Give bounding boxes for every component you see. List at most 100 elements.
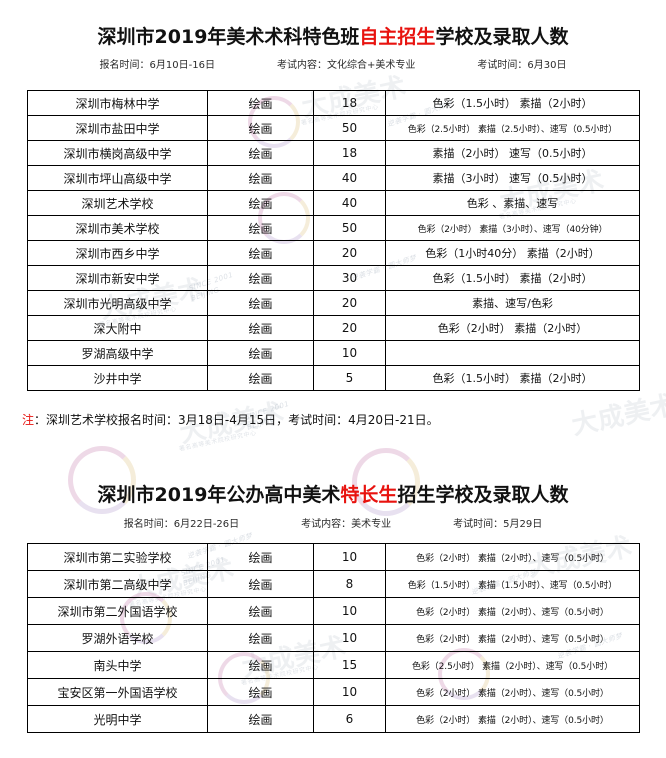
- cell-school-name: 深圳市第二外国语学校: [27, 597, 208, 625]
- exam-content: 考试内容：美术专业: [301, 518, 392, 530]
- cell-exam-subjects: 色彩（2小时） 素描（2小时）、速写（0.5小时）: [385, 678, 640, 706]
- table-body-2: 深圳市第二实验学校 绘画 10 色彩（2小时） 素描（2小时）、速写（0.5小时） 深圳…: [27, 543, 640, 733]
- cell-enrollment-count: 50: [313, 215, 386, 241]
- cell-enrollment-count: 20: [313, 290, 386, 316]
- cell-major: 绘画: [207, 340, 314, 366]
- cell-major: 绘画: [207, 705, 314, 733]
- table-row: 深大附中 绘画 20 色彩（2小时） 素描（2小时）: [27, 315, 640, 341]
- cell-major: 绘画: [207, 543, 314, 571]
- cell-school-name: 深圳市新安中学: [27, 265, 208, 291]
- cell-enrollment-count: 15: [313, 651, 386, 679]
- cell-major: 绘画: [207, 290, 314, 316]
- cell-major: 绘画: [207, 165, 314, 191]
- cell-enrollment-count: 50: [313, 115, 386, 141]
- cell-enrollment-count: 20: [313, 315, 386, 341]
- cell-school-name: 深圳市光明高级中学: [27, 290, 208, 316]
- cell-exam-subjects: 色彩（2小时） 素描（2小时）、速写（0.5小时）: [385, 624, 640, 652]
- cell-major: 绘画: [207, 678, 314, 706]
- cell-exam-subjects: 色彩（1.5小时） 素描（1.5小时）、速写（0.5小时）: [385, 570, 640, 598]
- watermark-sub: 著名高等美术院校研究中心: [178, 429, 258, 453]
- title-prefix: 深圳市2019年美术术科特色班: [97, 26, 360, 48]
- table-row: 深圳市第二外国语学校 绘画 10 色彩（2小时） 素描（2小时）、速写（0.5小时）: [27, 597, 640, 625]
- cell-school-name: 深圳艺术学校: [27, 190, 208, 216]
- title-prefix: 深圳市2019年公办高中美术: [97, 484, 341, 506]
- table-row: 光明中学 绘画 6 色彩（2小时） 素描（2小时）、速写（0.5小时）: [27, 705, 640, 733]
- cell-exam-subjects: 色彩（2小时） 素描（3小时）、速写（40分钟）: [385, 215, 640, 241]
- cell-major: 绘画: [207, 240, 314, 266]
- cell-major: 绘画: [207, 624, 314, 652]
- cell-major: 绘画: [207, 651, 314, 679]
- cell-major: 绘画: [207, 215, 314, 241]
- table-talent-student: 深圳市第二实验学校 绘画 10 色彩（2小时） 素描（2小时）、速写（0.5小时） 深圳…: [27, 543, 640, 733]
- cell-enrollment-count: 40: [313, 165, 386, 191]
- table-row: 深圳市西乡中学 绘画 20 色彩（1小时40分） 素描（2小时）: [27, 240, 640, 266]
- cell-school-name: 沙井中学: [27, 365, 208, 391]
- cell-exam-subjects: 素描（2小时） 速写（0.5小时）: [385, 140, 640, 166]
- cell-enrollment-count: 10: [313, 597, 386, 625]
- page-title-1: 深圳市2019年美术术科特色班自主招生学校及录取人数: [0, 26, 666, 49]
- table-row: 深圳市美术学校 绘画 50 色彩（2小时） 素描（3小时）、速写（40分钟）: [27, 215, 640, 241]
- cell-school-name: 深大附中: [27, 315, 208, 341]
- cell-enrollment-count: 10: [313, 678, 386, 706]
- table-row: 沙井中学 绘画 5 色彩（1.5小时） 素描（2小时）: [27, 365, 640, 391]
- signup-time: 报名时间：6月22日-26日: [123, 518, 240, 530]
- cell-exam-subjects: 色彩（2小时） 素描（2小时）、速写（0.5小时）: [385, 543, 640, 571]
- table-row: 深圳市新安中学 绘画 30 色彩（1.5小时） 素描（2小时）: [27, 265, 640, 291]
- cell-enrollment-count: 10: [313, 340, 386, 366]
- table-row: 深圳艺术学校 绘画 40 色彩 、素描、速写: [27, 190, 640, 216]
- title-highlight: 特长生: [340, 484, 398, 506]
- cell-major: 绘画: [207, 140, 314, 166]
- table-row: 深圳市盐田中学 绘画 50 色彩（2.5小时） 素描（2.5小时）、速写（0.5小时）: [27, 115, 640, 141]
- cell-exam-subjects: 色彩（1小时40分） 素描（2小时）: [385, 240, 640, 266]
- cell-school-name: 深圳市第二实验学校: [27, 543, 208, 571]
- cell-school-name: 光明中学: [27, 705, 208, 733]
- cell-exam-subjects: 色彩（2小时） 素描（2小时）、速写（0.5小时）: [385, 597, 640, 625]
- cell-school-name: 罗湖高级中学: [27, 340, 208, 366]
- note-marker: 注: [22, 413, 35, 427]
- cell-school-name: 南头中学: [27, 651, 208, 679]
- cell-enrollment-count: 18: [313, 90, 386, 116]
- exam-content: 考试内容：文化综合+美术专业: [276, 59, 416, 71]
- table-row: 罗湖高级中学 绘画 10: [27, 340, 640, 366]
- meta-row-1: 报名时间：6月10日-16日 考试内容：文化综合+美术专业 考试时间：6月30日: [0, 59, 666, 71]
- table-row: 深圳市光明高级中学 绘画 20 素描、速写/色彩: [27, 290, 640, 316]
- table-row: 深圳市横岗高级中学 绘画 18 素描（2小时） 速写（0.5小时）: [27, 140, 640, 166]
- cell-exam-subjects: 色彩（2小时） 素描（2小时）、速写（0.5小时）: [385, 705, 640, 733]
- title-suffix: 学校及录取人数: [435, 26, 569, 48]
- cell-exam-subjects: 色彩 、素描、速写: [385, 190, 640, 216]
- title-highlight: 自主招生: [359, 26, 436, 48]
- table-row: 深圳市坪山高级中学 绘画 40 素描（3小时） 速写（0.5小时）: [27, 165, 640, 191]
- cell-school-name: 深圳市横岗高级中学: [27, 140, 208, 166]
- cell-enrollment-count: 30: [313, 265, 386, 291]
- table-row: 宝安区第一外国语学校 绘画 10 色彩（2小时） 素描（2小时）、速写（0.5小时）: [27, 678, 640, 706]
- cell-exam-subjects: 色彩（2小时） 素描（2小时）: [385, 315, 640, 341]
- cell-school-name: 深圳市坪山高级中学: [27, 165, 208, 191]
- cell-enrollment-count: 6: [313, 705, 386, 733]
- cell-school-name: 深圳市梅林中学: [27, 90, 208, 116]
- cell-major: 绘画: [207, 265, 314, 291]
- exam-time: 考试时间：6月30日: [477, 59, 567, 71]
- table-body-1: 深圳市梅林中学 绘画 18 色彩（1.5小时） 素描（2小时） 深圳市盐田中学 绘画 50 色…: [27, 90, 640, 391]
- exam-time: 考试时间：5月29日: [453, 518, 543, 530]
- cell-school-name: 深圳市美术学校: [27, 215, 208, 241]
- cell-exam-subjects: 色彩（1.5小时） 素描（2小时）: [385, 365, 640, 391]
- page-title-2: 深圳市2019年公办高中美术特长生招生学校及录取人数: [0, 484, 666, 507]
- cell-major: 绘画: [207, 115, 314, 141]
- watermark-brand: 大成美术: [569, 389, 666, 442]
- cell-school-name: 深圳市第二高级中学: [27, 570, 208, 598]
- cell-school-name: 宝安区第一外国语学校: [27, 678, 208, 706]
- note-line: 注：深圳艺术学校报名时间：3月18日-4月15日，考试时间：4月20日-21日。: [22, 411, 439, 428]
- cell-major: 绘画: [207, 315, 314, 341]
- cell-major: 绘画: [207, 190, 314, 216]
- section-talent-student: 深圳市2019年公办高中美术特长生招生学校及录取人数 报名时间：6月22日-26…: [0, 470, 666, 733]
- cell-exam-subjects: 素描、速写/色彩: [385, 290, 640, 316]
- cell-major: 绘画: [207, 570, 314, 598]
- cell-enrollment-count: 18: [313, 140, 386, 166]
- table-row: 深圳市梅林中学 绘画 18 色彩（1.5小时） 素描（2小时）: [27, 90, 640, 116]
- cell-exam-subjects: 色彩（1.5小时） 素描（2小时）: [385, 90, 640, 116]
- note-text: ：深圳艺术学校报名时间：3月18日-4月15日，考试时间：4月20日-21日。: [34, 413, 439, 427]
- cell-school-name: 罗湖外语学校: [27, 624, 208, 652]
- table-row: 南头中学 绘画 15 色彩（2.5小时） 素描（2小时）、速写（0.5小时）: [27, 651, 640, 679]
- cell-major: 绘画: [207, 597, 314, 625]
- section-special-class: 深圳市2019年美术术科特色班自主招生学校及录取人数 报名时间：6月10日-16…: [0, 0, 666, 391]
